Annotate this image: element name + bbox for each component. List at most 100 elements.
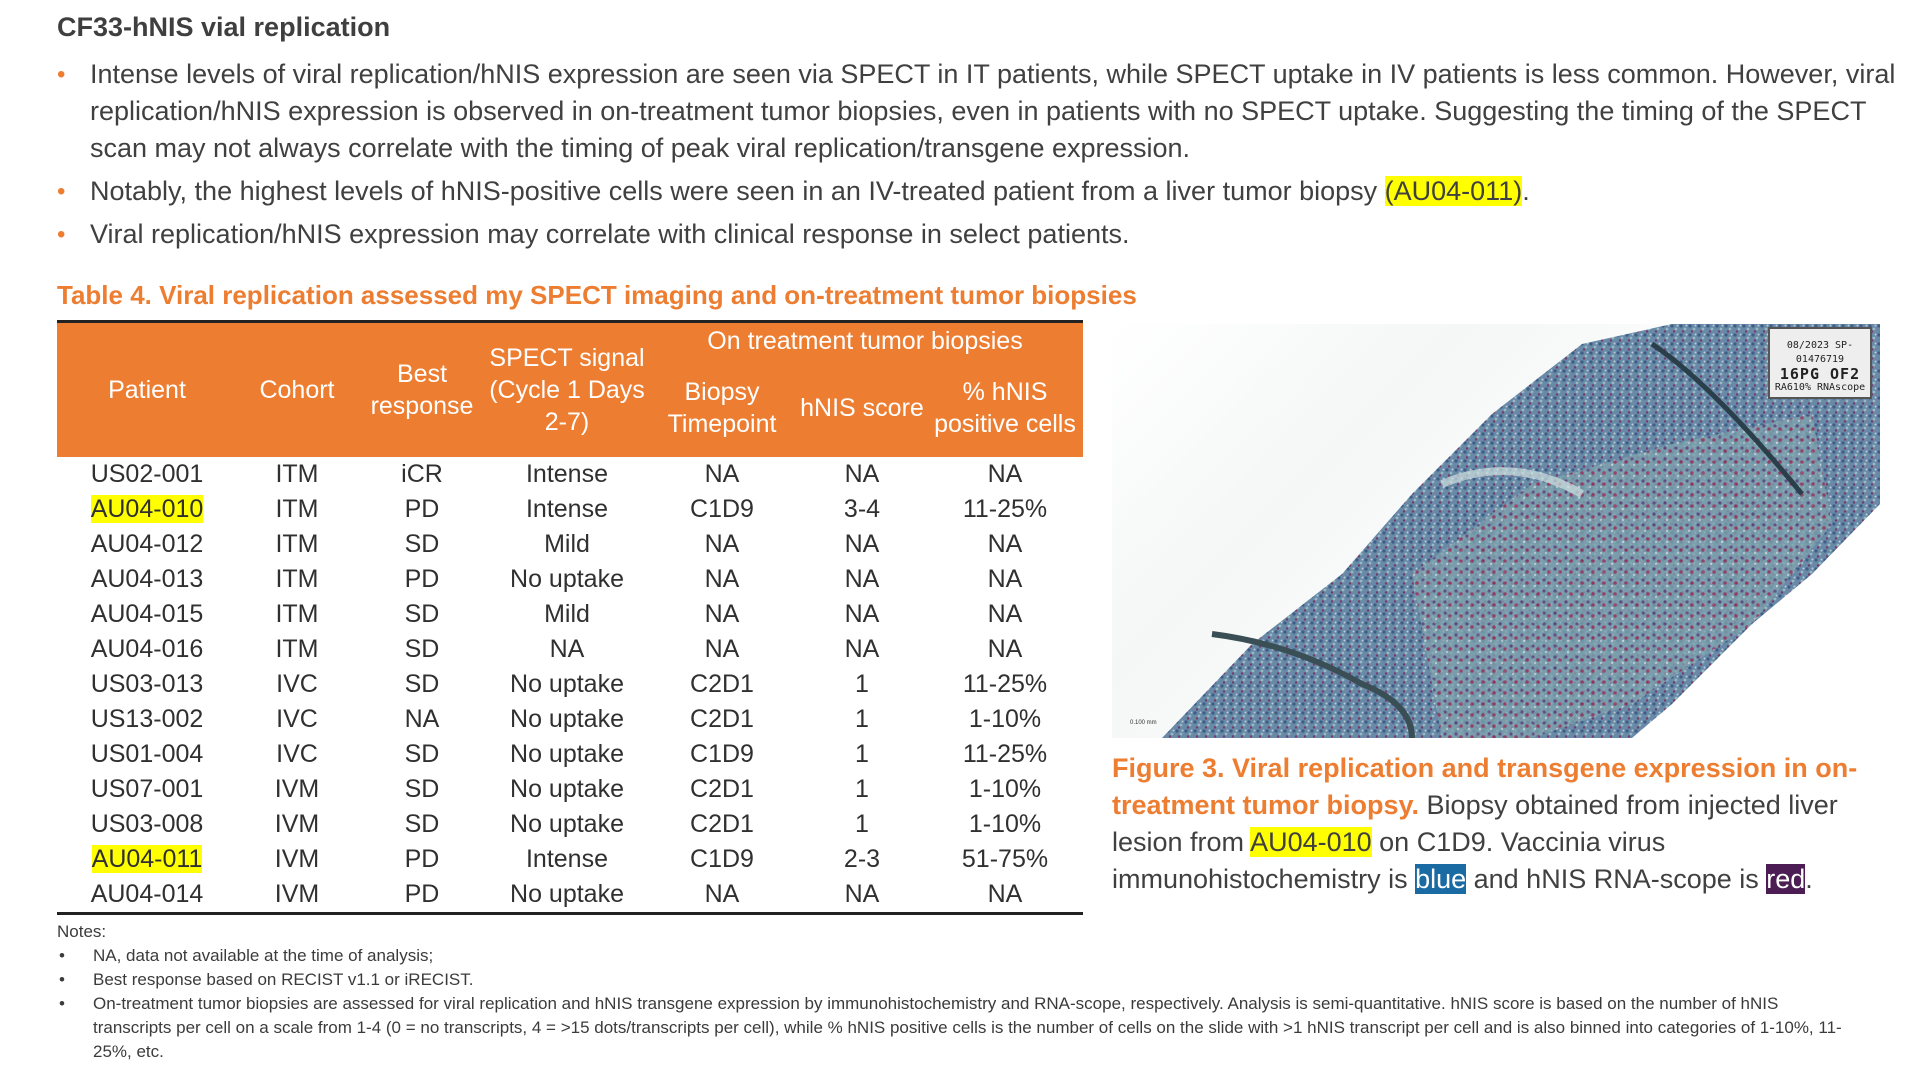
table-row: AU04-011 IVM PD Intense C1D9 2-3 51-75% — [57, 842, 1083, 877]
table-row: US13-002 IVC NA No uptake C2D1 1 1-10% — [57, 702, 1083, 737]
page-title: CF33-hNIS vial replication — [57, 12, 391, 42]
header-spect-signal: SPECT signal (Cycle 1 Days 2-7) — [487, 320, 647, 457]
table-cell: NA — [844, 600, 880, 628]
table-row: US03-013 IVC SD No uptake C2D1 1 11-25% — [57, 667, 1083, 702]
table-cell: US13-002 — [90, 705, 204, 733]
table-cell: PD — [404, 845, 440, 873]
slide-label: 08/2023 SP-01476719 16PG OF2 RA610% RNAs… — [1768, 327, 1872, 399]
notes-section: Notes: NA, data not available at the tim… — [57, 920, 1857, 1064]
table-cell: Mild — [544, 530, 590, 558]
table-cell: NA — [647, 877, 797, 915]
table-cell: AU04-014 — [57, 877, 237, 915]
table-row: AU04-010 ITM PD Intense C1D9 3-4 11-25% — [57, 492, 1083, 527]
caption-highlight: AU04-010 — [1250, 827, 1372, 857]
table-cell: IVM — [274, 810, 320, 838]
table-cell: 11-25% — [962, 670, 1048, 698]
header-best-response: Best response — [357, 320, 487, 457]
table-cell: 3-4 — [843, 495, 881, 523]
table-cell: 2-3 — [843, 845, 881, 873]
table-cell: IVM — [237, 877, 357, 915]
table-cell: No uptake — [510, 740, 624, 768]
table-row: US03-008 IVM SD No uptake C2D1 1 1-10% — [57, 807, 1083, 842]
table-cell: SD — [404, 530, 440, 558]
table-cell: NA — [987, 600, 1023, 628]
table-cell: NA — [404, 705, 440, 733]
bullet-item: Intense levels of viral replication/hNIS… — [57, 56, 1927, 167]
table-cell: Intense — [525, 460, 608, 488]
table-cell: ITM — [275, 600, 319, 628]
highlighted-patient-id: (AU04-011) — [1384, 176, 1523, 206]
table-cell: AU04-016 — [90, 635, 204, 663]
table-cell: 1 — [855, 810, 869, 838]
table-cell: NA — [844, 565, 880, 593]
table-cell: iCR — [401, 460, 443, 488]
red-tag: red — [1766, 864, 1806, 894]
table-cell: No uptake — [510, 810, 624, 838]
table-cell: NA — [704, 565, 740, 593]
table-cell: PD — [404, 565, 440, 593]
table-cell: AU04-010 — [57, 492, 237, 527]
table-cell: 1-10% — [968, 810, 1042, 838]
header-group-biopsies: On treatment tumor biopsies — [647, 320, 1083, 359]
header-biopsy-timepoint: Biopsy Timepoint — [647, 359, 797, 457]
table-row: US01-004 IVC SD No uptake C1D9 1 11-25% — [57, 737, 1083, 772]
bullet-item: Viral replication/hNIS expression may co… — [57, 216, 1927, 253]
table-cell: 1 — [855, 670, 869, 698]
table-cell: NA — [987, 460, 1023, 488]
table-cell: NA — [704, 600, 740, 628]
table-cell: AU04-011 — [57, 842, 237, 877]
table-cell: US03-008 — [90, 810, 204, 838]
table-cell: NA — [704, 530, 740, 558]
table-cell: IVM — [274, 845, 320, 873]
table-cell: Intense — [525, 495, 608, 523]
table-cell: PD — [404, 495, 440, 523]
note-item: NA, data not available at the time of an… — [57, 944, 1857, 968]
table-cell: No uptake — [510, 775, 624, 803]
table-cell: No uptake — [510, 565, 624, 593]
table-cell: 1-10% — [968, 775, 1042, 803]
header-hnis-positive: % hNIS positive cells — [927, 359, 1083, 457]
header-patient: Patient — [57, 320, 237, 457]
summary-bullets: Intense levels of viral replication/hNIS… — [57, 56, 1927, 259]
table-cell: C1D9 — [690, 495, 754, 523]
table-cell: 1 — [855, 775, 869, 803]
table-cell: IVC — [276, 705, 318, 733]
table-cell: C2D1 — [690, 810, 754, 838]
table-cell: SD — [404, 810, 440, 838]
table-title: Table 4. Viral replication assessed my S… — [57, 280, 1137, 310]
table-cell: 1-10% — [968, 705, 1042, 733]
table-cell: ITM — [275, 495, 319, 523]
table-row: AU04-015 ITM SD Mild NA NA NA — [57, 597, 1083, 632]
table-row: AU04-014 IVM PD No uptake NA NA NA — [57, 877, 1083, 915]
table-cell: 11-25% — [962, 495, 1048, 523]
table-cell: NA — [549, 635, 585, 663]
table-cell: NA — [797, 877, 927, 915]
results-table: Patient Cohort Best response SPECT signa… — [57, 320, 1083, 915]
table-cell: SD — [404, 775, 440, 803]
table-cell: Intense — [525, 845, 608, 873]
table-cell: C2D1 — [690, 705, 754, 733]
table-cell: No uptake — [510, 705, 624, 733]
highlighted-patient-id: AU04-010 — [90, 495, 204, 523]
table-cell: ITM — [275, 635, 319, 663]
header-cohort: Cohort — [237, 320, 357, 457]
tissue-image — [1162, 324, 1880, 738]
figure-caption: Figure 3. Viral replication and transgen… — [1112, 753, 1858, 894]
table-cell: SD — [404, 670, 440, 698]
table-cell: SD — [404, 740, 440, 768]
table-cell: C1D9 — [690, 740, 754, 768]
highlighted-patient-id: AU04-011 — [91, 845, 203, 873]
blue-tag: blue — [1415, 864, 1467, 894]
table-cell: IVC — [276, 670, 318, 698]
table-cell: NA — [844, 530, 880, 558]
notes-heading: Notes: — [57, 922, 107, 941]
table-cell: PD — [357, 877, 487, 915]
biopsy-figure: 08/2023 SP-01476719 16PG OF2 RA610% RNAs… — [1112, 324, 1880, 738]
note-item: On-treatment tumor biopsies are assessed… — [57, 992, 1857, 1064]
table-cell: IVM — [274, 775, 320, 803]
table-cell: SD — [404, 600, 440, 628]
table-cell: NA — [927, 877, 1083, 915]
table-row: US07-001 IVM SD No uptake C2D1 1 1-10% — [57, 772, 1083, 807]
table-cell: NA — [987, 565, 1023, 593]
table-cell: IVC — [276, 740, 318, 768]
